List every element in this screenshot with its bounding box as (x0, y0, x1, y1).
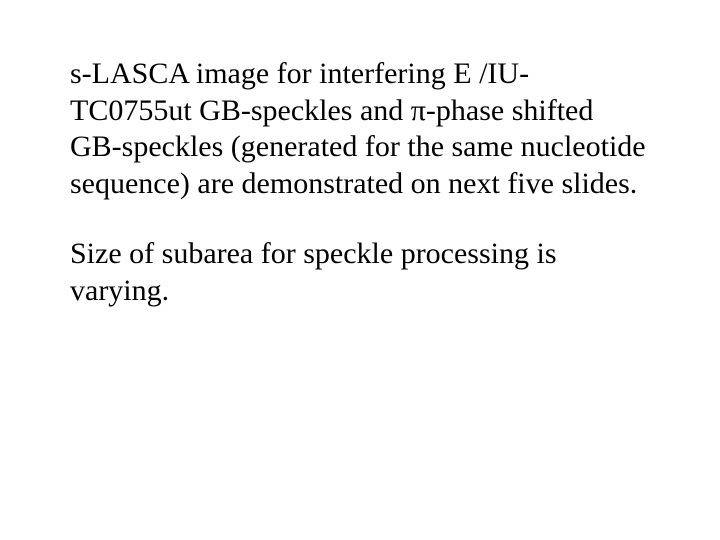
slide-body: s-LASCA image for interfering E /IU-TC07… (0, 0, 720, 540)
paragraph-2: Size of subarea for speckle processing i… (70, 236, 650, 309)
paragraph-1: s-LASCA image for interfering E /IU-TC07… (70, 56, 650, 202)
paragraph-gap (70, 202, 650, 236)
